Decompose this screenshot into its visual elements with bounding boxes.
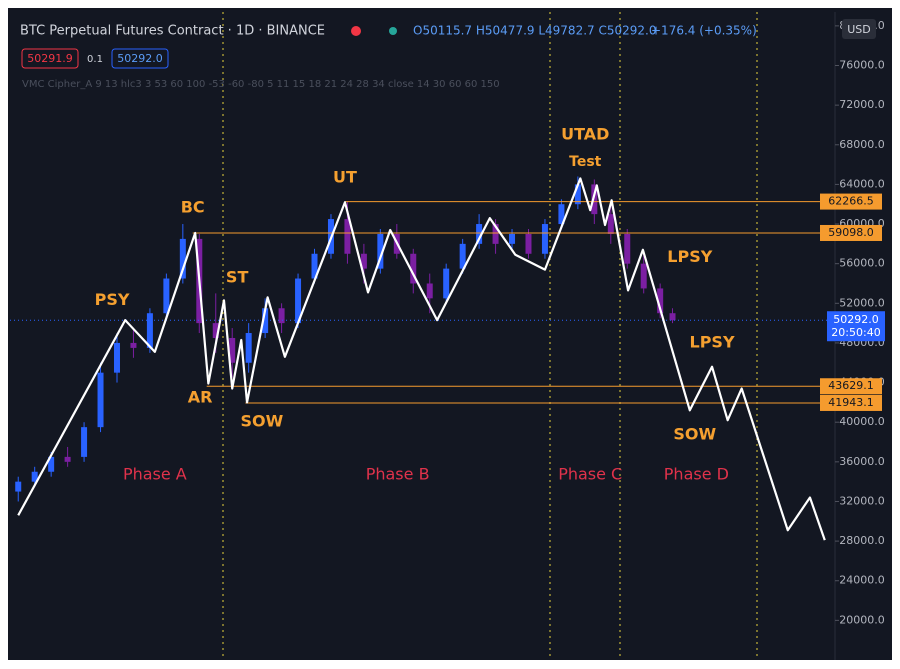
status-dot [389,27,397,35]
candle-body [459,243,466,269]
candle-body [64,456,71,462]
candle-body [607,214,614,234]
y-tick-label: 52000.0 [839,296,885,309]
y-tick-label: 32000.0 [839,494,885,507]
phase-label: Phase C [558,465,622,484]
candle-body [31,471,38,482]
candle-body [591,184,598,215]
currency: USD [847,23,871,36]
candle-body [476,224,483,244]
candle-body [377,233,384,269]
event-label: SOW [673,425,716,444]
event-label: UT [333,167,357,186]
level-label: 43629.1 [828,379,874,392]
event-label: LPSY [667,247,712,266]
candle-body [640,263,647,289]
candle-body [245,333,252,363]
event-label: UTAD [561,124,609,143]
candle-body [179,238,186,279]
last-price-tag [827,311,885,342]
event-label: BC [181,198,205,217]
event-label: Test [569,154,602,170]
candle-body [97,372,104,428]
candle-body [509,233,516,244]
phase-label: Phase D [664,465,729,484]
y-tick-label: 56000.0 [839,257,885,270]
level-tag [820,378,882,395]
candle-body [624,233,631,264]
candle-body [262,308,269,334]
candle-body [492,224,499,244]
level-tag [820,224,882,241]
y-tick-label: 64000.0 [839,177,885,190]
spread: 0.1 [87,54,103,65]
y-tick-label: 36000.0 [839,455,885,468]
chart-background [8,8,892,660]
symbol-title: BTC Perpetual Futures Contract · 1D · BI… [20,24,325,39]
candle-body [163,278,170,314]
event-label: SOW [240,412,283,431]
candle-body [311,253,318,279]
candle-body [574,184,581,205]
candle-body [81,427,88,457]
level-label: 59098.0 [828,226,874,239]
phase-label: Phase B [366,465,430,484]
candle-body [146,313,153,348]
level-label: 62266.5 [828,195,874,208]
candle-body [130,342,137,348]
candle-body [525,233,532,254]
candle-body [410,253,417,284]
candle-body [15,481,22,492]
candle-body [278,308,285,324]
wyckoff-path [17,177,826,541]
candle-body [669,313,676,321]
y-tick-label: 68000.0 [839,138,885,151]
indicator-legend: VMC Cipher_A 9 13 hlc3 3 53 60 100 -53 -… [22,79,500,90]
candle-body [443,268,450,299]
countdown: 20:50:40 [831,326,880,339]
event-label: PSY [95,290,130,309]
event-label: LPSY [690,332,735,351]
candle-body [229,337,236,363]
candle-body [48,456,55,472]
y-tick-label: 28000.0 [839,534,885,547]
candle-body [558,204,565,225]
phase-label: Phase A [123,465,187,484]
y-tick-label: 72000.0 [839,98,885,111]
candle-body [295,278,302,324]
ask: 50292.0 [117,52,163,65]
last-price-label: 50292.0 [833,313,879,326]
y-tick-label: 76000.0 [839,59,885,72]
candle-body [657,288,664,314]
flag-icon[interactable] [351,26,361,36]
y-tick-label: 20000.0 [839,613,885,626]
level-tag [820,193,882,210]
candle-body [344,219,351,254]
level-label: 41943.1 [828,396,874,409]
bid-box[interactable] [21,48,79,69]
overlay: 62266.5 59098.0 43629.1 41943.1 50292.020:50… [10,124,885,541]
event-label: ST [226,268,249,287]
candle-body [113,342,120,373]
level-tag [820,394,882,411]
candle-body [541,224,548,254]
ask-box[interactable] [111,48,169,69]
currency-button[interactable] [842,19,876,39]
candle-body [212,323,219,338]
bid: 50291.9 [27,52,73,65]
y-tick-label: 24000.0 [839,574,885,587]
ohlc: O50115.7 H50477.9 L49782.7 C50292.0 [413,24,656,38]
change: +176.4 (+0.35%) [651,24,757,38]
event-label: AR [188,387,213,406]
y-tick-label: 40000.0 [839,415,885,428]
candle-body [360,253,367,269]
candle-body [426,283,433,299]
